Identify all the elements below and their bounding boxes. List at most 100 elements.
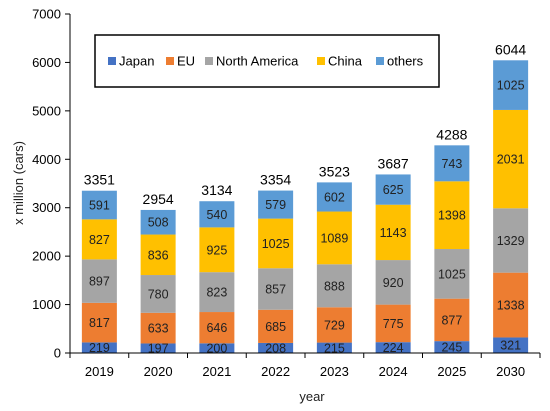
bar-segment-japan: [316, 342, 352, 353]
legend-swatch-china: [317, 57, 325, 65]
legend-swatch-eu: [166, 57, 174, 65]
data-label-japan: 197: [148, 342, 169, 356]
legend-items: Japan EU North America China others: [108, 54, 424, 69]
axes-group: 0 1000 2000 3000 4000 5000 6000 7000 2019 2020 202…: [32, 7, 541, 379]
data-label-eu: 685: [265, 320, 286, 334]
y-tick-label: 5000: [32, 103, 61, 118]
legend-label-japan: Japan: [119, 54, 154, 69]
bar-segment-eu: [81, 302, 117, 343]
bar-segment-others: [81, 190, 117, 220]
data-label-eu: 877: [441, 313, 462, 327]
bar-segment-others: [316, 182, 352, 212]
bar-segment-eu: [199, 312, 235, 344]
x-tick-label: 2021: [202, 364, 231, 379]
data-label-japan: 245: [441, 341, 462, 355]
x-tick-label: 2023: [320, 364, 349, 379]
y-axis-title: x million (cars): [11, 141, 26, 225]
data-label-north-america: 823: [206, 286, 227, 300]
total-label: 6044: [495, 41, 526, 57]
bar-segment-china: [258, 218, 294, 269]
data-label-china: 1143: [380, 226, 407, 240]
bar-segment-others: [375, 174, 411, 205]
data-label-china: 827: [89, 233, 110, 247]
legend-label-north-america: North America: [216, 54, 299, 69]
total-label: 3134: [201, 182, 232, 198]
data-label-japan: 224: [383, 341, 404, 355]
data-label-japan: 200: [206, 342, 227, 356]
legend-swatch-others: [376, 57, 384, 65]
bar-segment-eu: [316, 307, 352, 343]
data-label-eu: 633: [148, 322, 169, 336]
bar-segment-north-america: [258, 268, 294, 310]
bar-segment-japan: [434, 341, 470, 353]
data-label-north-america: 1025: [438, 267, 466, 281]
data-label-china: 2031: [497, 153, 525, 167]
bar-segment-eu: [258, 309, 294, 343]
bar-segment-eu: [434, 298, 470, 342]
data-label-japan: 208: [265, 341, 286, 355]
x-tick-label: 2024: [379, 364, 408, 379]
data-label-others: 743: [441, 157, 462, 171]
data-label-north-america: 920: [383, 276, 404, 290]
bar-segment-china: [81, 219, 117, 260]
data-label-japan: 219: [89, 341, 110, 355]
bar-segment-others: [199, 201, 235, 228]
data-label-north-america: 1329: [497, 234, 525, 248]
legend-swatch-north-america: [205, 57, 213, 65]
data-label-china: 1089: [320, 231, 348, 245]
bar-segment-north-america: [493, 208, 529, 273]
bar-segment-japan: [140, 343, 176, 353]
y-tick-label: 7000: [32, 7, 61, 22]
bar-segment-japan: [493, 337, 529, 353]
y-tick-label: 1000: [32, 297, 61, 312]
data-label-others: 579: [265, 198, 286, 212]
data-label-china: 1025: [262, 237, 290, 251]
bar-segment-others: [493, 60, 529, 110]
data-label-others: 1025: [497, 79, 525, 93]
total-label: 3354: [260, 172, 291, 188]
bar-segment-others: [140, 209, 176, 235]
total-label: 2954: [143, 191, 174, 207]
y-tick-label: 4000: [32, 152, 61, 167]
x-tick-label: 2025: [437, 364, 466, 379]
data-label-eu: 646: [206, 321, 227, 335]
y-tick-label: 3000: [32, 200, 61, 215]
bar-segment-china: [493, 109, 529, 209]
x-tick-label: 2019: [85, 364, 114, 379]
bar-segment-eu: [493, 272, 529, 338]
bar-segment-others: [258, 190, 294, 219]
x-tick-label: 2020: [144, 364, 173, 379]
legend-label-others: others: [387, 54, 424, 69]
bar-segment-china: [434, 181, 470, 250]
y-tick-label: 6000: [32, 55, 61, 70]
data-label-north-america: 780: [148, 287, 169, 301]
data-label-china: 836: [148, 248, 169, 262]
labels-group: 219 817 897 827 591 3351 197 633 780 836 508 2954 20…: [84, 41, 527, 355]
bar-segment-eu: [375, 304, 411, 343]
bar-segment-japan: [199, 343, 235, 353]
legend-label-eu: EU: [177, 54, 195, 69]
bar-segment-china: [316, 211, 352, 265]
bar-segment-china: [199, 227, 235, 273]
data-label-eu: 1338: [497, 299, 525, 313]
bars-group: [81, 60, 529, 353]
bar-segment-china: [140, 234, 176, 276]
x-tick-label: 2022: [261, 364, 290, 379]
bar-segment-north-america: [316, 264, 352, 308]
bar-segment-eu: [140, 312, 176, 344]
data-label-others: 508: [148, 216, 169, 230]
bar-segment-japan: [375, 342, 411, 353]
data-label-eu: 817: [89, 316, 110, 330]
data-label-north-america: 888: [324, 279, 345, 293]
x-axis-title: year: [299, 389, 325, 404]
data-label-others: 602: [324, 190, 345, 204]
y-tick-label: 0: [54, 346, 61, 361]
data-label-others: 591: [89, 199, 110, 213]
bar-segment-north-america: [375, 260, 411, 305]
bar-segment-north-america: [199, 272, 235, 313]
data-label-eu: 775: [383, 317, 404, 331]
total-label: 3687: [378, 155, 409, 171]
bar-segment-japan: [81, 342, 117, 353]
bar-segment-north-america: [140, 275, 176, 313]
